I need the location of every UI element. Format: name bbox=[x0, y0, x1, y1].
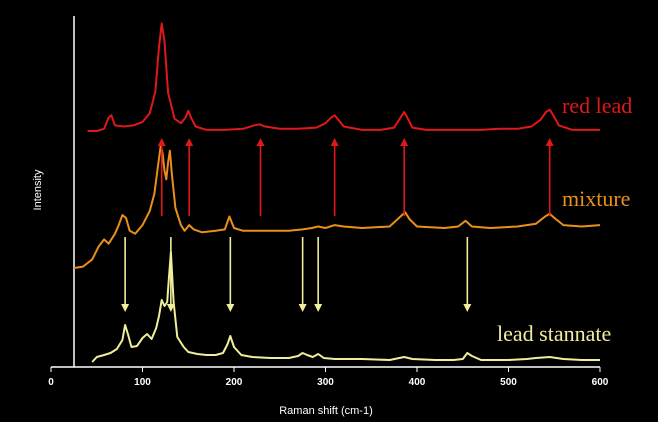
series-line-red-lead bbox=[87, 22, 600, 132]
x-axis-title: Raman shift (cm-1) bbox=[279, 405, 373, 417]
arrow-up bbox=[157, 138, 166, 216]
arrow-up bbox=[545, 138, 554, 216]
arrow-up bbox=[256, 138, 265, 216]
arrow-up bbox=[185, 138, 194, 216]
peak-arrows bbox=[121, 138, 554, 312]
arrow-up bbox=[400, 138, 409, 216]
x-tick-label: 100 bbox=[134, 377, 151, 388]
arrow-down bbox=[166, 237, 175, 312]
arrow-down bbox=[463, 237, 472, 312]
labels: Raman shift (cm-1) Intensity red lead mi… bbox=[32, 93, 632, 417]
arrow-up bbox=[330, 138, 339, 216]
x-tick-label: 500 bbox=[500, 377, 517, 388]
series-label-red-lead: red lead bbox=[562, 93, 632, 118]
series-label-mixture: mixture bbox=[562, 186, 630, 211]
arrow-down bbox=[121, 237, 130, 312]
axes: 0 100 200 300 400 500 600 bbox=[48, 16, 609, 388]
x-tick-label: 0 bbox=[48, 377, 54, 388]
plot-area bbox=[73, 22, 601, 363]
arrow-down bbox=[226, 237, 235, 312]
arrow-down bbox=[298, 237, 307, 312]
series-line-mixture bbox=[73, 144, 601, 269]
series-line-lead-stannate bbox=[91, 251, 600, 363]
x-tick-label: 200 bbox=[226, 377, 243, 388]
x-tick-label: 300 bbox=[317, 377, 334, 388]
x-tick-label: 400 bbox=[409, 377, 426, 388]
arrow-down bbox=[314, 237, 323, 312]
x-tick-label: 600 bbox=[592, 377, 609, 388]
series-label-lead-stannate: lead stannate bbox=[497, 321, 611, 346]
y-axis-title: Intensity bbox=[32, 169, 44, 210]
